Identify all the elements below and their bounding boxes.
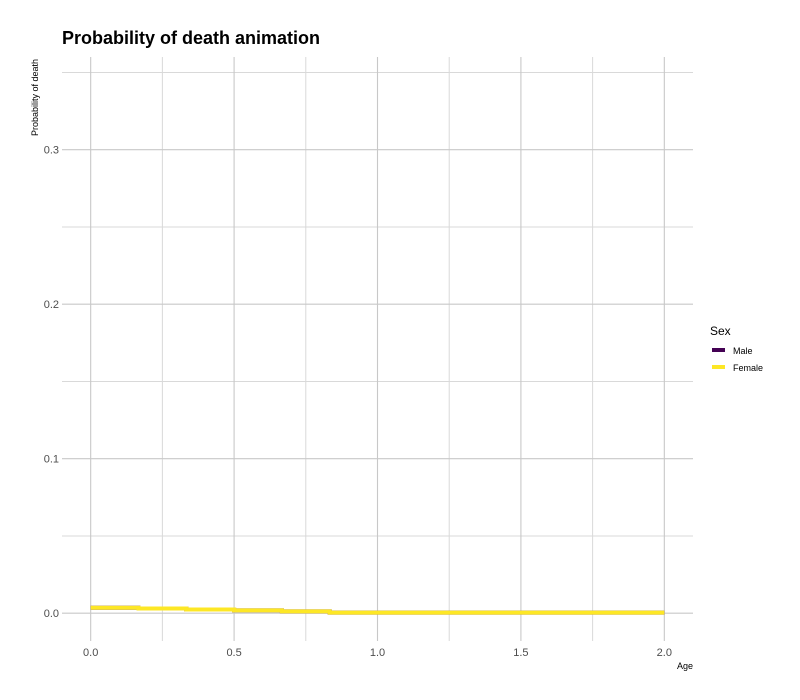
x-axis-title: Age: [677, 661, 693, 671]
legend-entries: Male Female: [712, 346, 763, 373]
y-axis-title: Probability of death: [30, 59, 40, 136]
x-tick-label: 1.0: [370, 647, 385, 659]
legend-title: Sex: [710, 324, 731, 338]
y-tick-labels: 0.0 0.1 0.2 0.3: [44, 145, 59, 620]
x-tick-label: 0.0: [83, 647, 98, 659]
y-tick-label: 0.3: [44, 145, 59, 157]
y-tick-label: 0.1: [44, 454, 59, 466]
series-line-female: [90, 605, 665, 615]
legend: Sex Male Female: [710, 324, 763, 373]
grid: [62, 57, 693, 641]
series-layer: [90, 605, 665, 615]
x-tick-label: 2.0: [657, 647, 672, 659]
y-tick-label: 0.2: [44, 299, 59, 311]
x-tick-label: 1.5: [513, 647, 528, 659]
chart-title: Probability of death animation: [62, 28, 320, 48]
y-tick-label: 0.0: [44, 608, 59, 620]
legend-label-female: Female: [733, 363, 763, 373]
x-tick-label: 0.5: [226, 647, 241, 659]
legend-label-male: Male: [733, 346, 753, 356]
x-tick-labels: 0.0 0.5 1.0 1.5 2.0: [83, 647, 672, 659]
